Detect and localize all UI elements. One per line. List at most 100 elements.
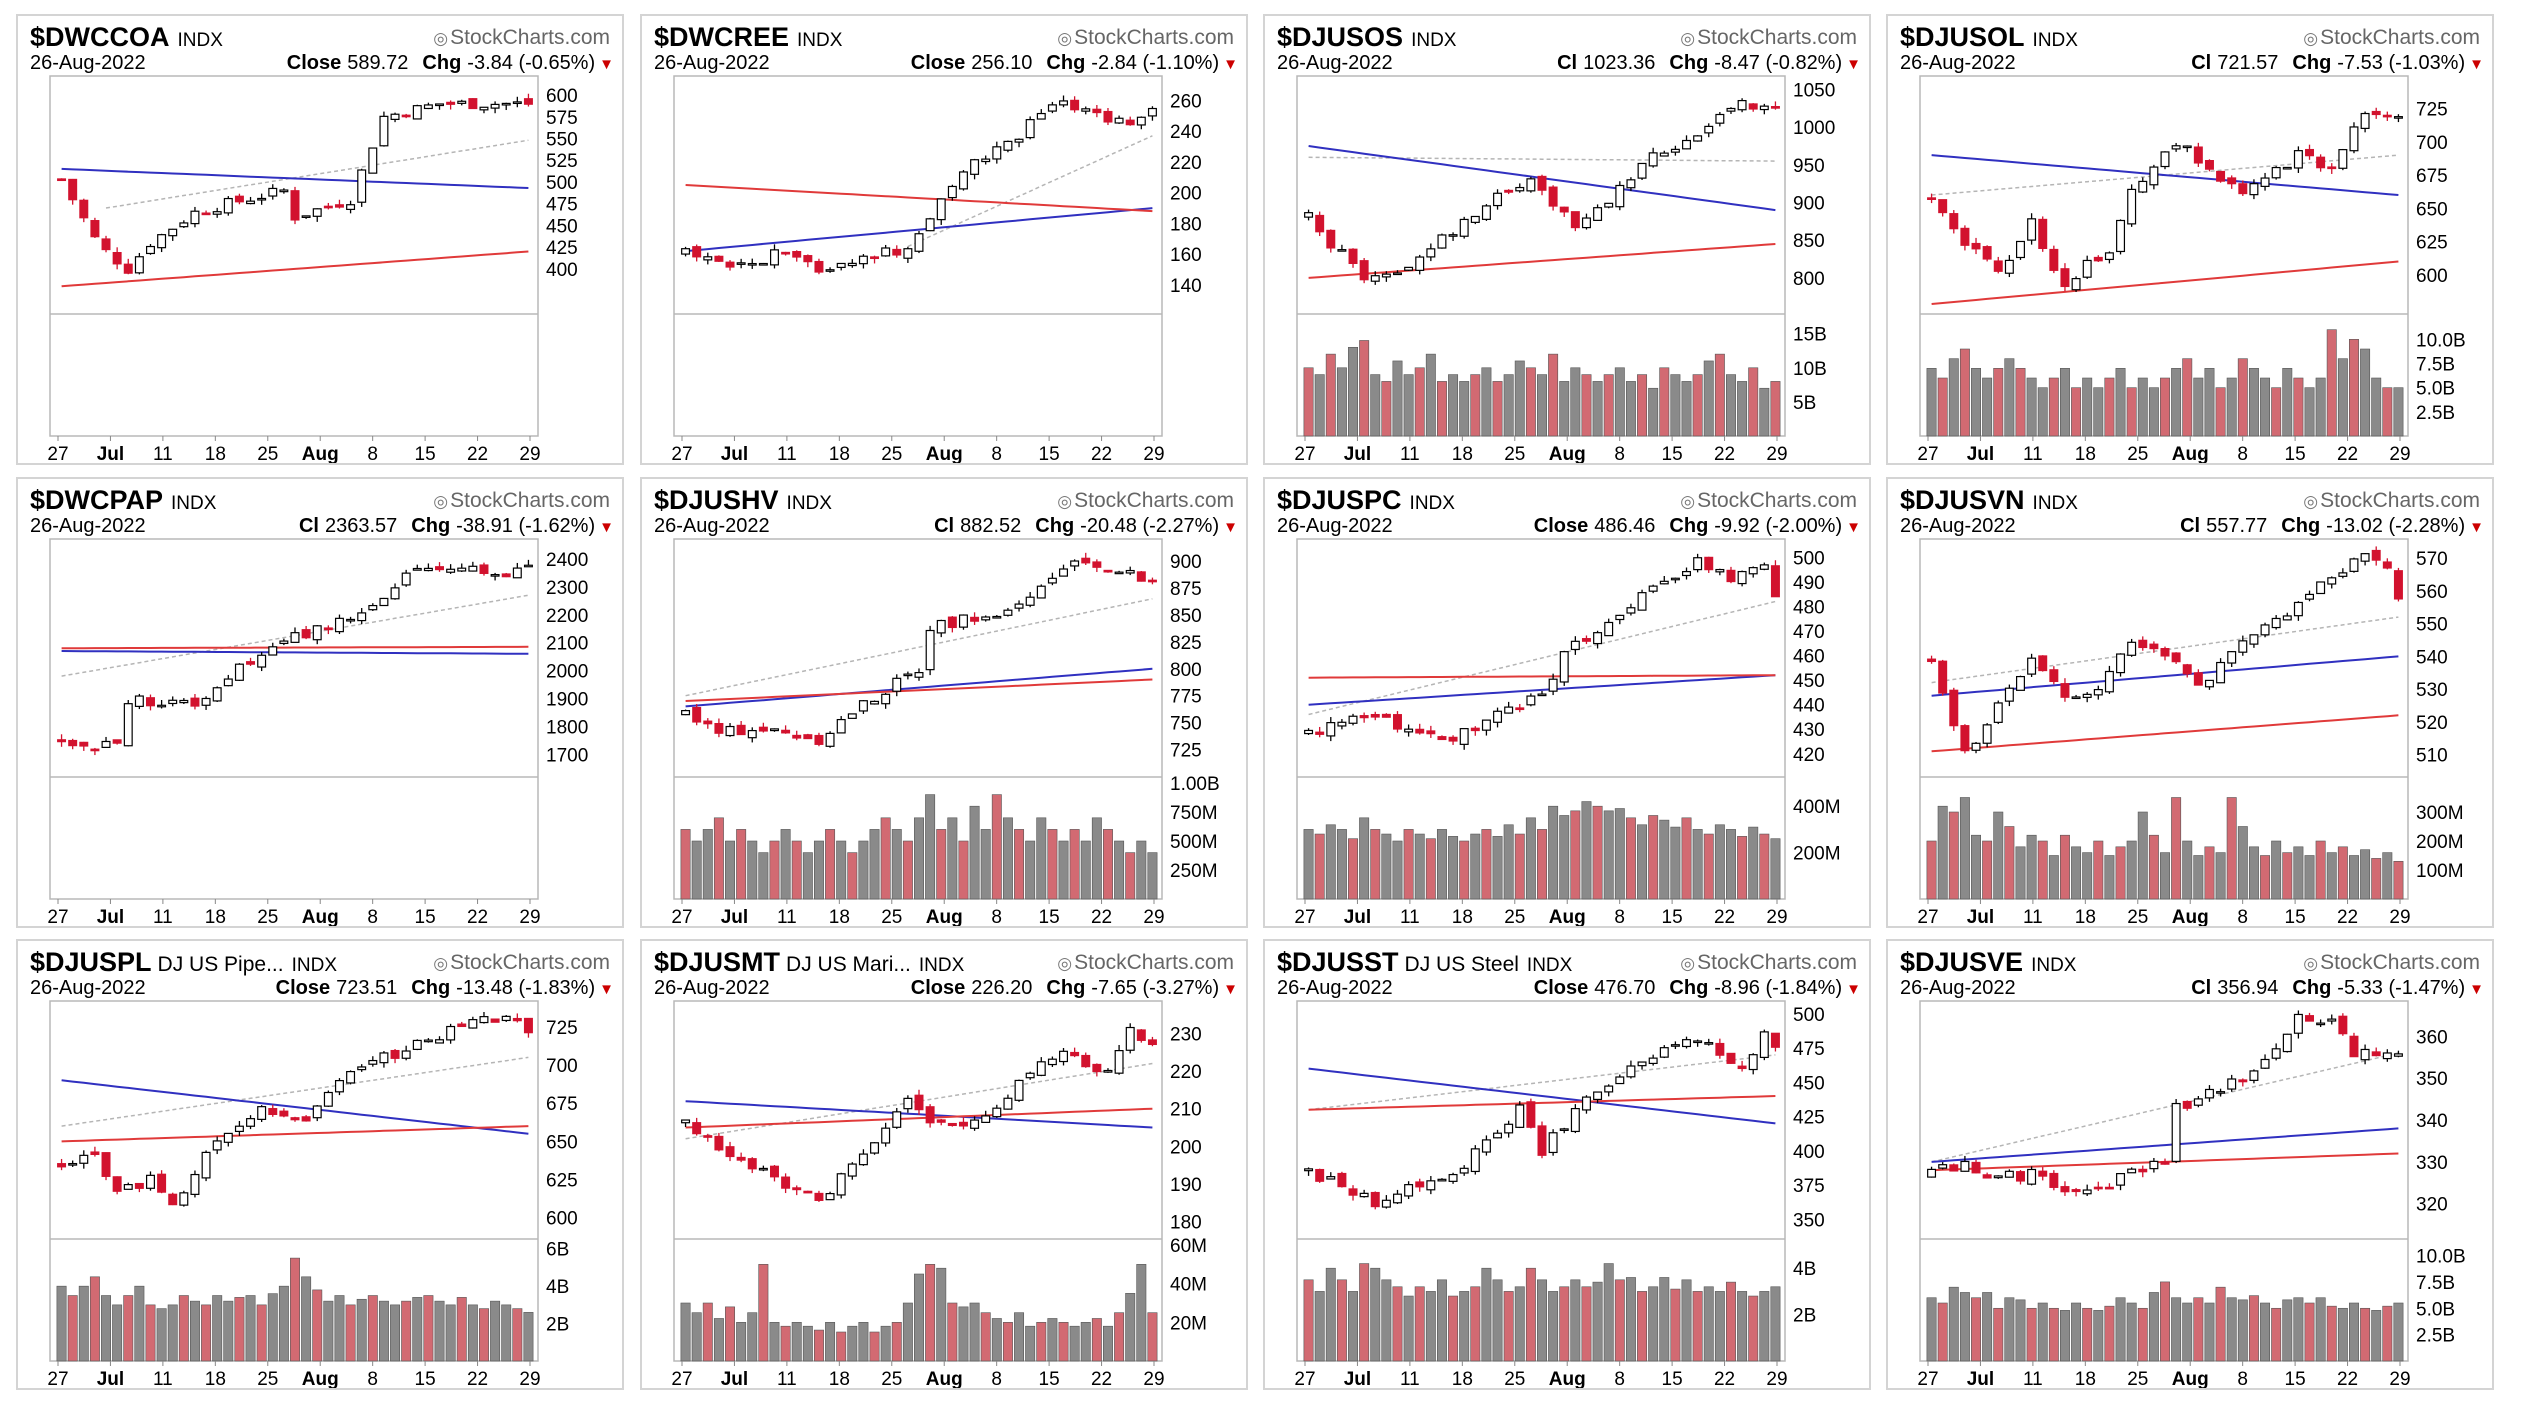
candle — [2027, 653, 2037, 677]
plot-frame — [49, 538, 539, 900]
chart-panel[interactable]: $DWCPAP INDX ◎StockCharts.com 26-Aug-2022 Cl… — [16, 477, 624, 928]
volume-bar — [713, 1318, 724, 1362]
x-tick-label: Jul — [721, 1369, 748, 1390]
volume-bar — [1703, 833, 1714, 900]
stockcharts-logo-icon: ◎ — [1057, 29, 1073, 48]
volume-bar — [1002, 1322, 1013, 1362]
sma50-line — [1931, 1127, 2399, 1163]
y-tick-label: 475 — [1793, 1039, 1825, 1060]
volume-tick-label: 400M — [1793, 797, 1841, 818]
chart-panel[interactable]: $DJUSOL INDX ◎StockCharts.com 26-Aug-2022 Cl… — [1886, 14, 2494, 465]
price-chart: 9008758508258007757507251.00B750M500M250… — [671, 538, 1220, 926]
chart-panel[interactable]: $DWCCOA INDX ◎StockCharts.com 26-Aug-2022 Cl… — [16, 14, 624, 465]
close-value: 476.70 — [1594, 977, 1656, 999]
x-tick-label: Aug — [1549, 1369, 1586, 1390]
volume-bar — [1425, 1291, 1436, 1362]
volume-bar — [1014, 829, 1025, 900]
x-tick-label: 27 — [47, 907, 68, 928]
volume-bar — [1091, 1318, 1102, 1362]
candle — [1927, 655, 1937, 664]
x-tick-label: 11 — [1400, 1369, 1420, 1390]
quote-values: Close 476.70 Chg -8.96 (-1.84%) ▼ — [1534, 977, 1861, 1000]
volume-bar — [813, 1329, 824, 1362]
brand-watermark: ◎StockCharts.com — [2303, 951, 2480, 975]
candle — [323, 202, 333, 210]
y-tick-label: 425 — [546, 238, 578, 259]
chart-panel[interactable]: $DJUSMT DJ US Mari... INDX ◎StockCharts.com… — [640, 939, 1248, 1390]
y-tick-label: 850 — [1793, 231, 1825, 252]
candle — [1025, 591, 1035, 608]
volume-bar — [769, 840, 780, 900]
volume-bar — [2082, 852, 2093, 900]
chart-panel[interactable]: $DJUSHV INDX ◎StockCharts.com 26-Aug-2022 Cl… — [640, 477, 1248, 928]
y-tick-label: 500 — [546, 173, 578, 194]
x-tick-label: 15 — [415, 444, 436, 465]
volume-tick-label: 40M — [1170, 1275, 1207, 1296]
volume-bar — [156, 1308, 167, 1362]
exchange-label: INDX — [291, 955, 337, 976]
y-tick-label: 180 — [1170, 1213, 1202, 1234]
candle — [279, 1108, 289, 1118]
down-arrow-icon: ▼ — [2469, 981, 2484, 998]
chart-panel[interactable]: $DJUSOS INDX ◎StockCharts.com 26-Aug-2022 Cl… — [1263, 14, 1871, 465]
candle — [2327, 163, 2337, 174]
candle — [212, 686, 222, 703]
candle — [90, 217, 100, 239]
chart-panel[interactable]: $DJUSVN INDX ◎StockCharts.com 26-Aug-2022 Cl… — [1886, 477, 2494, 928]
volume-bar — [1303, 367, 1314, 437]
candle — [881, 244, 891, 257]
candle — [1036, 109, 1046, 120]
volume-bar — [2082, 377, 2093, 437]
candle — [1092, 1063, 1102, 1077]
x-tick-label: 15 — [1662, 907, 1683, 928]
candle — [847, 713, 857, 719]
candle — [57, 178, 67, 182]
chart-panel[interactable]: $DJUSVE INDX ◎StockCharts.com 26-Aug-2022 Cl… — [1886, 939, 2494, 1390]
candle — [2293, 601, 2303, 621]
volume-bar — [1381, 833, 1392, 900]
close-value: 723.51 — [336, 977, 398, 999]
candle — [435, 1036, 445, 1044]
candle — [1125, 566, 1135, 576]
x-tick-label: 18 — [2075, 907, 2096, 928]
candle — [2260, 622, 2270, 638]
candle — [423, 102, 433, 110]
candle — [2271, 1043, 2281, 1061]
volume-bar — [67, 1295, 78, 1362]
volume-bar — [858, 1322, 869, 1362]
y-tick-label: 675 — [546, 1094, 578, 1115]
volume-bar — [2160, 377, 2170, 437]
quote-date: 26-Aug-2022 — [30, 977, 146, 999]
volume-bar — [847, 852, 858, 900]
volume-bar — [2015, 846, 2026, 900]
candle — [1737, 570, 1747, 587]
candle — [1570, 1104, 1580, 1134]
y-tick-label: 600 — [546, 1209, 578, 1230]
candle — [290, 627, 300, 643]
candle — [390, 583, 400, 600]
volume-tick-label: 2B — [1793, 1306, 1816, 1327]
chart-panel[interactable]: $DJUSPC INDX ◎StockCharts.com 26-Aug-2022 Cl… — [1263, 477, 1871, 928]
candle — [57, 1158, 67, 1171]
brand-watermark: ◎StockCharts.com — [1680, 951, 1857, 975]
sma20-line — [907, 135, 1153, 248]
candle — [1927, 193, 1937, 204]
candle — [981, 615, 991, 622]
volume-bar — [2360, 348, 2371, 437]
candle — [858, 1149, 868, 1166]
candle — [1971, 1159, 1981, 1174]
candle — [479, 562, 489, 576]
chart-panel[interactable]: $DJUSST DJ US Steel INDX ◎StockCharts.com 26… — [1263, 939, 1871, 1390]
quote-values: Close 256.10 Chg -2.84 (-1.10%) ▼ — [911, 52, 1238, 75]
volume-bar — [1993, 368, 2004, 437]
volume-bar — [713, 817, 724, 900]
y-tick-label: 230 — [1170, 1024, 1202, 1045]
candle — [2116, 219, 2126, 255]
volume-bar — [1314, 833, 1325, 900]
chart-panel[interactable]: $DJUSPL DJ US Pipe... INDX ◎StockCharts.com… — [16, 939, 624, 1390]
candle — [2327, 1014, 2337, 1025]
brand-name: StockCharts.com — [1697, 489, 1857, 512]
candle — [2260, 172, 2270, 191]
chart-panel[interactable]: $DWCREE INDX ◎StockCharts.com 26-Aug-2022 Cl… — [640, 14, 1248, 465]
candle — [1392, 1189, 1402, 1205]
